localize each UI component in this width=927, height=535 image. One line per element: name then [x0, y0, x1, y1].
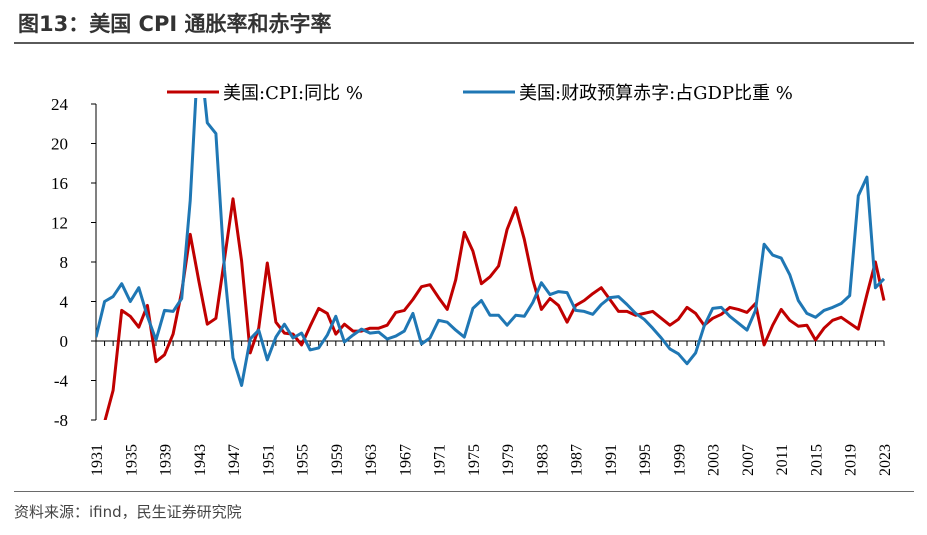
y-tick-label: 4: [60, 293, 69, 312]
x-tick-label: 1935: [123, 444, 140, 476]
x-tick-label: 2011: [774, 444, 791, 475]
source-note: 资料来源：ifind，民生证券研究院: [14, 503, 242, 521]
chart-series: [96, 98, 886, 420]
y-tick-label: 12: [51, 214, 68, 233]
x-tick-label: 1963: [363, 444, 380, 476]
y-tick-label: -8: [54, 411, 68, 430]
page-title: 图13：美国 CPI 通胀率和赤字率: [18, 12, 332, 36]
x-tick-label: 1939: [158, 444, 175, 476]
y-tick-label: 16: [51, 174, 68, 193]
x-tick-label: 1979: [500, 444, 517, 476]
x-tick-label: 1987: [569, 444, 586, 476]
x-tick-label: 2023: [877, 444, 894, 476]
x-tick-label: 2019: [843, 444, 860, 476]
x-axis-ticks: 1931 1935 1939 1943 1947 1951 1955 1959 1963 1967…: [89, 341, 894, 476]
legend-label-1: 美国:CPI:同比 %: [223, 83, 363, 104]
x-tick-label: 1947: [226, 444, 243, 476]
x-tick-label: 1959: [329, 444, 346, 476]
y-tick-label: 24: [51, 95, 69, 114]
y-tick-label: -4: [54, 372, 69, 391]
series-line-2: [96, 98, 886, 387]
x-tick-label: 2003: [706, 444, 723, 476]
chart-legend: 美国:CPI:同比 % 美国:财政预算赤字:占GDP比重 %: [167, 83, 793, 104]
x-tick-label: 1971: [432, 444, 449, 476]
x-tick-label: 1955: [295, 444, 312, 476]
chart-axes: [95, 104, 884, 420]
y-tick-label: 8: [60, 253, 69, 272]
x-tick-label: 1967: [397, 444, 414, 476]
footer-divider: [14, 491, 914, 492]
x-tick-label: 1999: [671, 444, 688, 476]
series-line-1: [103, 197, 886, 420]
x-tick-label: 1995: [637, 444, 654, 476]
x-tick-label: 1991: [603, 444, 620, 476]
title-divider: [14, 42, 914, 44]
y-tick-label: 20: [51, 135, 68, 154]
x-tick-label: 2015: [808, 444, 825, 476]
x-tick-label: 1975: [466, 444, 483, 476]
y-axis-ticks: -8 -4 0 4 8 12 16 20 24: [51, 95, 96, 430]
x-tick-label: 1983: [534, 444, 551, 476]
x-tick-label: 1951: [260, 444, 277, 476]
x-tick-label: 2007: [740, 444, 757, 476]
x-tick-label: 1931: [89, 444, 106, 476]
y-tick-label: 0: [60, 332, 69, 351]
x-tick-label: 1943: [192, 444, 209, 476]
legend-label-2: 美国:财政预算赤字:占GDP比重 %: [519, 83, 793, 104]
